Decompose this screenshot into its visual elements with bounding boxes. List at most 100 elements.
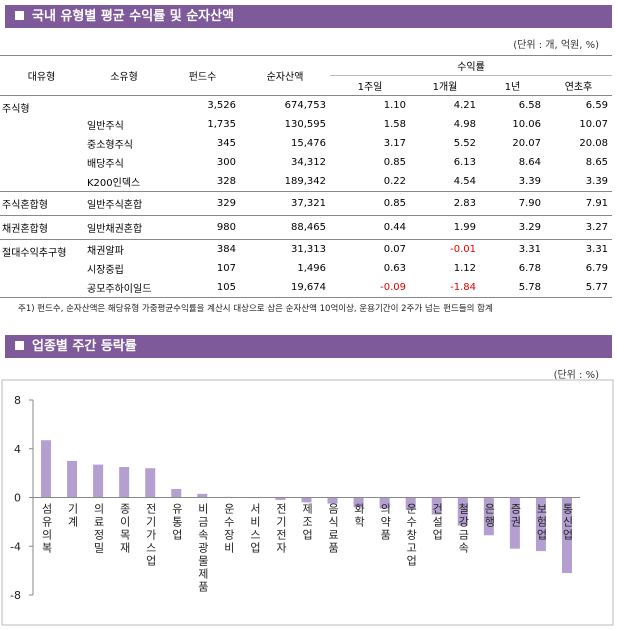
header-row: 1주일 1개월 1년 연초후 xyxy=(0,75,613,96)
section-header: 국내 유형별 평균 수익률 및 순자산액 xyxy=(5,5,612,28)
unit-label: (단위 : %) xyxy=(553,370,599,381)
table-cell: 3.29 xyxy=(480,215,545,240)
x-tick-label: 건설업 xyxy=(430,503,444,542)
chart-frame xyxy=(1,379,614,626)
table-row: 절대수익추구형 채권알파 384 31,313 0.07 -0.01 3.31 3.31 xyxy=(0,239,612,298)
table-cell: 0.44 xyxy=(330,215,410,240)
footnote: 주1) 펀드수, 순자산액은 해당유형 가중평균수익률을 계산시 대상으로 삼은… xyxy=(18,304,493,314)
bar xyxy=(379,497,390,509)
table-cell: 10.07 xyxy=(579,119,609,130)
x-tick-label: 전기전자 xyxy=(274,503,288,555)
table-cell: 3,526 xyxy=(207,100,236,111)
table-cell: 189,342 xyxy=(240,172,330,192)
column-header: 대유형 xyxy=(0,55,83,96)
group-name: 주식형 xyxy=(0,95,83,192)
bar xyxy=(405,497,416,510)
table-cell: 3.31 xyxy=(518,244,541,255)
table-cell: 0.22 xyxy=(330,172,410,192)
x-tick-label: 제조업 xyxy=(300,503,314,542)
table-cell: 3.39 xyxy=(480,172,545,192)
table-cell: 5.77 xyxy=(545,278,613,298)
x-tick-label: 섬유의복 xyxy=(40,503,54,555)
column-header: 1개월 xyxy=(410,75,480,96)
x-tick-label: 유통업 xyxy=(170,503,184,542)
bar xyxy=(67,460,78,498)
table-cell: 34,312 xyxy=(291,157,326,168)
x-tick-label: 의료정밀 xyxy=(92,503,106,555)
x-tick-label: 화학 xyxy=(352,503,366,529)
table-cell: 10.06 xyxy=(512,119,541,130)
section-header: 업종별 주간 등락률 xyxy=(5,335,612,358)
table-cell: 0.85 xyxy=(383,157,406,168)
bar xyxy=(327,497,338,504)
table-cell: 6.58 xyxy=(518,100,541,111)
y-tick-label: -4 xyxy=(10,540,21,553)
y-tick-label: 4 xyxy=(14,443,21,456)
table-cell: 130,595 xyxy=(284,119,326,130)
x-tick-label: 철강금속 xyxy=(456,503,470,555)
x-tick-label: 기계 xyxy=(66,503,80,529)
y-tick-label: -8 xyxy=(10,589,21,602)
table-cell: -1.84 xyxy=(410,278,480,298)
column-header: 연초후 xyxy=(545,75,613,96)
table-cell: 4.54 xyxy=(410,172,480,192)
table-cell: 일반주식 xyxy=(87,121,124,132)
table-cell: 1,496 xyxy=(297,263,326,274)
table-cell: 3.31 xyxy=(585,244,609,255)
table-cell: 4.21 xyxy=(453,100,476,111)
table-cell: 674,753 xyxy=(284,100,326,111)
x-tick-label: 비금속광물제품 xyxy=(196,503,210,594)
table-cell: 20.08 xyxy=(579,138,609,149)
table-cell: 공모주하이일드 xyxy=(83,278,165,298)
bar xyxy=(509,497,520,549)
header-row: 대유형 소유형 펀드수 순자산액 수익률 xyxy=(0,55,613,96)
section-title: 업종별 주간 등락률 xyxy=(32,339,137,354)
table-row: 시장중립 107 1,496 0.63 1.12 6.78 6.79 xyxy=(0,259,612,278)
y-tick-label: 8 xyxy=(14,394,21,407)
table-cell: 1.58 xyxy=(383,119,406,130)
table-cell: 7.90 xyxy=(480,191,545,216)
table-cell: 328 xyxy=(165,172,240,192)
table-cell: 6.13 xyxy=(453,157,476,168)
table-cell: 1.10 xyxy=(383,100,406,111)
table-row: K200인덱스 328 189,342 0.22 4.54 3.39 3.39 xyxy=(0,172,613,192)
bar xyxy=(41,440,52,498)
table-cell: 19,674 xyxy=(240,278,330,298)
table-cell: 0.07 xyxy=(383,244,406,255)
table-row: 공모주하이일드 105 19,674 -0.09 -1.84 5.78 5.77 xyxy=(0,278,613,298)
table-cell: 5.78 xyxy=(480,278,545,298)
column-header: 순자산액 xyxy=(240,55,330,96)
x-tick-label: 전기가스업 xyxy=(144,503,158,568)
table-cell: 329 xyxy=(165,191,240,216)
bar xyxy=(483,497,494,536)
x-tick-label: 운수창고업 xyxy=(404,503,418,568)
table-cell: 일반채권혼합 xyxy=(83,215,165,240)
x-tick-label: 종이목재 xyxy=(118,503,132,555)
bar xyxy=(197,493,208,498)
table-cell: K200인덱스 xyxy=(83,172,165,192)
table-cell: 15,476 xyxy=(291,138,326,149)
table-cell: 6.59 xyxy=(585,100,609,111)
x-tick-label: 의약품 xyxy=(378,503,392,542)
group-name: 주식혼합형 xyxy=(0,191,83,216)
group-name: 절대수익추구형 xyxy=(0,239,83,298)
section-title: 국내 유형별 평균 수익률 및 순자산액 xyxy=(32,9,235,24)
group-name: 채권혼합형 xyxy=(0,215,83,240)
bar xyxy=(353,497,364,508)
table-cell: 980 xyxy=(165,215,240,240)
bar xyxy=(119,467,130,498)
x-tick-label: 서비스업 xyxy=(248,503,262,555)
table-cell: 배당주식 xyxy=(87,159,124,170)
bar xyxy=(275,497,286,500)
table-cell: 4.98 xyxy=(453,119,476,130)
bar xyxy=(535,497,546,552)
x-tick-label: 보험업 xyxy=(534,503,548,542)
bar xyxy=(431,497,442,515)
bar xyxy=(301,497,312,503)
table-cell: 107 xyxy=(216,263,236,274)
table-cell: 0.63 xyxy=(383,263,406,274)
table-cell: 1,735 xyxy=(207,119,236,130)
fund-table: 대유형 소유형 펀드수 순자산액 수익률 1주일 1개월 1년 연초후 주식형 3,526 674,7… xyxy=(0,55,613,298)
table-cell: -0.01 xyxy=(450,244,476,255)
